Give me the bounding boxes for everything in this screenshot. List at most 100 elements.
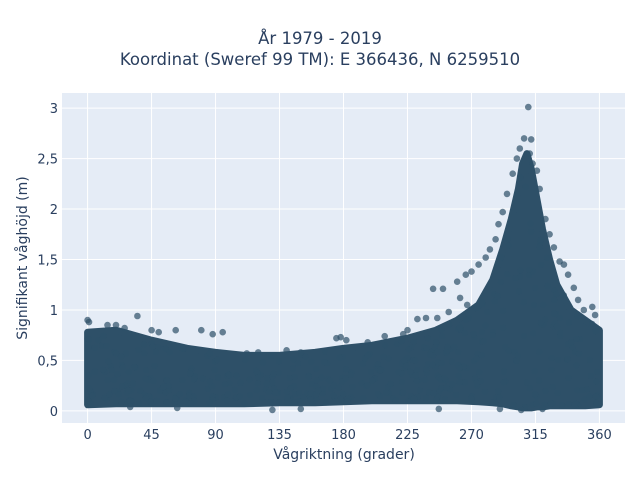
data-point-60 — [297, 349, 305, 356]
cloud-point — [115, 391, 123, 398]
data-point-21 — [475, 261, 482, 268]
cloud-point — [575, 350, 583, 357]
cloud-point — [512, 275, 519, 282]
cloud-point — [241, 356, 249, 363]
cloud-point — [137, 387, 144, 394]
cloud-point — [165, 382, 172, 389]
x-tick-label-3: 135 — [267, 428, 292, 443]
cloud-point — [190, 375, 197, 383]
cloud-point — [462, 379, 469, 386]
cloud-point — [101, 394, 108, 401]
data-point-45 — [148, 326, 155, 334]
cloud-point — [246, 391, 254, 399]
cloud-point — [364, 352, 372, 359]
data-point-62 — [435, 405, 443, 413]
cloud-point — [423, 345, 430, 352]
cloud-point — [505, 242, 512, 249]
cloud-point — [448, 381, 456, 388]
cloud-point — [112, 399, 119, 407]
cloud-point — [410, 395, 418, 402]
y-tick-label-5: 2,5 — [37, 153, 58, 168]
cloud-point — [153, 397, 161, 404]
data-point-10 — [503, 190, 511, 198]
cloud-point — [387, 380, 394, 387]
cloud-point — [586, 356, 593, 363]
cloud-point — [537, 236, 544, 243]
cloud-point — [322, 399, 330, 406]
data-point-34 — [591, 311, 599, 319]
cloud-point — [520, 299, 527, 306]
cloud-point — [163, 377, 171, 384]
cloud-point — [452, 391, 460, 398]
data-point-14 — [546, 231, 553, 238]
data-point-41 — [134, 312, 141, 320]
cloud-point — [267, 353, 275, 360]
cloud-point — [551, 296, 558, 303]
data-point-25 — [453, 278, 461, 286]
cloud-point — [438, 384, 445, 392]
cloud-point — [314, 387, 322, 394]
cloud-point — [556, 315, 563, 322]
cloud-point — [172, 395, 179, 402]
cloud-point — [294, 359, 302, 367]
data-point-31 — [463, 301, 471, 309]
cloud-point — [538, 261, 545, 268]
data-point-2 — [527, 136, 535, 143]
data-point-26 — [429, 285, 437, 293]
data-point-1 — [520, 135, 528, 142]
cloud-point — [374, 390, 381, 398]
cloud-point — [117, 353, 125, 360]
data-point-9 — [536, 185, 543, 193]
cloud-point — [89, 392, 96, 400]
cloud-point — [400, 357, 408, 364]
x-tick-label-1: 45 — [143, 428, 160, 443]
data-point-8 — [533, 167, 541, 174]
cloud-point — [555, 356, 562, 364]
data-point-67 — [297, 405, 305, 413]
cloud-point — [140, 341, 148, 348]
data-points — [84, 103, 599, 414]
cloud-point — [482, 322, 489, 329]
cloud-point — [291, 373, 298, 381]
data-point-0 — [525, 103, 532, 111]
cloud-point — [426, 351, 434, 358]
y-axis-title: Signifikant våghöjd (m) — [15, 176, 31, 340]
data-point-3 — [516, 145, 524, 152]
cloud-point — [131, 363, 138, 371]
cloud-point — [199, 375, 206, 382]
data-point-68 — [173, 404, 181, 412]
data-point-18 — [482, 254, 490, 261]
data-point-cloud — [84, 150, 603, 412]
cloud-point — [206, 350, 213, 357]
cloud-point — [478, 352, 485, 359]
cloud-point — [456, 365, 463, 372]
cloud-point — [258, 394, 266, 402]
cloud-point — [176, 390, 183, 398]
cloud-point — [499, 324, 507, 331]
cloud-point — [326, 377, 334, 384]
data-point-36 — [434, 314, 441, 322]
cloud-point — [478, 299, 486, 306]
cloud-point — [497, 254, 505, 261]
cloud-point — [125, 387, 132, 394]
cloud-point — [104, 376, 111, 384]
cloud-point — [330, 381, 337, 389]
cloud-point — [296, 389, 303, 397]
cloud-point — [425, 389, 432, 396]
data-point-44 — [121, 324, 128, 332]
cloud-point — [438, 360, 445, 367]
data-point-56 — [399, 330, 407, 338]
cloud-point — [533, 400, 540, 407]
cloud-point — [571, 401, 578, 408]
cloud-point — [85, 372, 92, 379]
cloud-point — [443, 384, 450, 391]
cloud-point — [186, 370, 194, 377]
data-point-58 — [254, 349, 262, 356]
cloud-point — [530, 330, 537, 337]
cloud-point — [410, 339, 417, 346]
data-point-12 — [542, 215, 549, 223]
cloud-point — [573, 362, 580, 369]
cloud-point — [450, 343, 458, 350]
cloud-point — [237, 379, 244, 386]
